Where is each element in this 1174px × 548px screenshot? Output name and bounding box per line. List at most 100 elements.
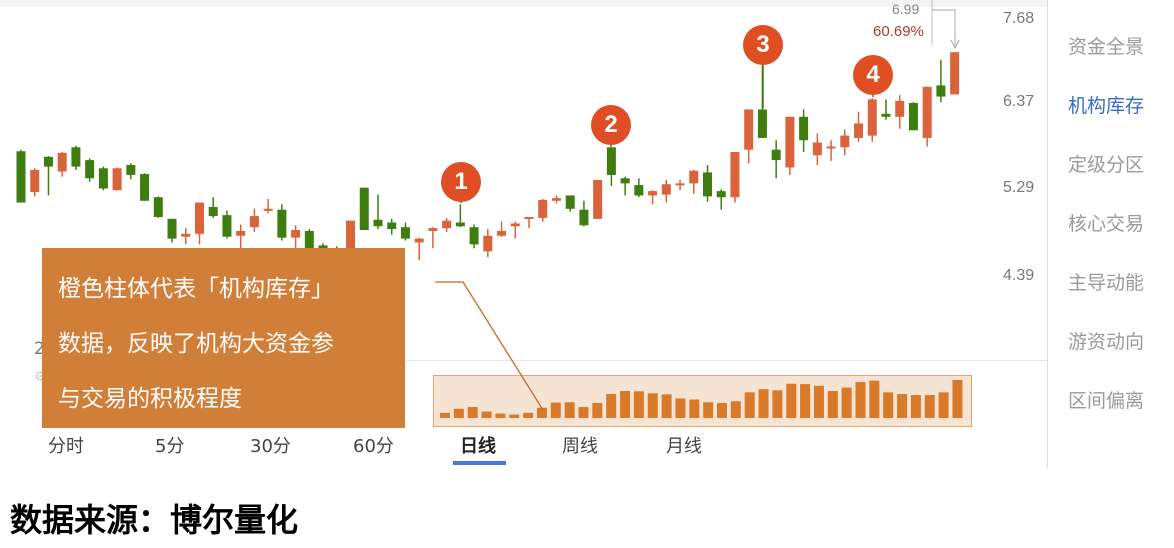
inventory-bar xyxy=(509,414,520,418)
inventory-bar xyxy=(772,390,783,418)
candle xyxy=(359,187,369,231)
candle xyxy=(181,228,191,245)
callout-line: 橙色柱体代表「机构库存」 xyxy=(58,276,334,302)
candle xyxy=(551,195,561,204)
candle-body xyxy=(812,142,822,156)
candle-body xyxy=(428,228,438,231)
candle xyxy=(126,163,136,180)
candle-body xyxy=(606,147,616,175)
tab-monthly[interactable]: 月线 xyxy=(666,436,702,457)
candle-body xyxy=(483,235,493,252)
candle-body xyxy=(208,207,218,217)
candle-body xyxy=(648,191,658,196)
inventory-bar xyxy=(841,387,852,418)
candle-body xyxy=(867,99,877,136)
candle-body xyxy=(126,164,136,175)
tab-60min[interactable]: 60分 xyxy=(353,436,394,457)
inventory-bar xyxy=(661,394,672,418)
candle-body xyxy=(30,169,40,192)
tab-intraday[interactable]: 分时 xyxy=(48,436,84,457)
candle xyxy=(606,147,616,186)
candle xyxy=(922,86,932,147)
candle xyxy=(167,218,177,243)
candle-body xyxy=(400,227,410,239)
candle-body xyxy=(277,209,287,238)
candle-body xyxy=(936,85,946,97)
sidebar-item-rating-zone[interactable]: 定级分区 xyxy=(1068,154,1145,176)
candle xyxy=(291,225,301,249)
candle-body xyxy=(442,220,452,229)
inventory-bar xyxy=(883,392,894,418)
candle xyxy=(85,158,95,182)
callout-line: 与交易的积极程度 xyxy=(58,386,242,412)
candle xyxy=(277,204,287,241)
inventory-bar xyxy=(703,402,714,418)
candle-body xyxy=(771,149,781,161)
candle xyxy=(71,145,81,170)
inventory-bar xyxy=(938,392,949,418)
callout-pointer-line xyxy=(435,281,544,411)
candle xyxy=(799,109,809,153)
tab-daily[interactable]: 日线 xyxy=(460,436,496,457)
candle-body xyxy=(140,174,150,201)
candle-body xyxy=(304,230,314,251)
y-tick-label: 5.29 xyxy=(1003,179,1035,196)
candle xyxy=(510,221,520,239)
candle xyxy=(593,179,603,219)
inventory-bar xyxy=(647,393,658,418)
candle-body xyxy=(634,185,644,196)
candle xyxy=(455,204,465,228)
sidebar-item-core-trading[interactable]: 核心交易 xyxy=(1068,213,1145,235)
sidebar-item-institution-inventory[interactable]: 机构库存 xyxy=(1068,95,1145,117)
inventory-bar xyxy=(813,385,824,418)
tab-30min[interactable]: 30分 xyxy=(250,436,291,457)
candle xyxy=(387,218,397,235)
candle xyxy=(524,216,534,229)
candle-body xyxy=(98,168,108,189)
tab-weekly[interactable]: 周线 xyxy=(562,436,598,457)
candle xyxy=(579,200,589,227)
sidebar-item-leading-momentum[interactable]: 主导动能 xyxy=(1068,272,1145,294)
candle xyxy=(620,176,630,196)
candle xyxy=(414,237,424,261)
candle-body xyxy=(716,191,726,198)
inventory-bar xyxy=(869,380,880,418)
candle-body xyxy=(153,197,163,217)
candle xyxy=(771,140,781,179)
sidebar-item-range-deviation[interactable]: 区间偏离 xyxy=(1068,390,1145,412)
candle-body xyxy=(57,152,67,172)
candle-body xyxy=(181,233,191,237)
inventory-bar xyxy=(481,411,492,418)
tab-5min[interactable]: 5分 xyxy=(155,436,185,457)
candle xyxy=(373,194,383,230)
candle xyxy=(98,166,108,191)
inventory-bar xyxy=(897,394,908,418)
candle xyxy=(153,196,163,218)
inventory-bar xyxy=(592,402,603,418)
candle-body xyxy=(881,113,891,117)
candle xyxy=(716,189,726,210)
candle-body xyxy=(551,198,561,201)
inventory-bar xyxy=(952,380,963,418)
candle-body xyxy=(689,170,699,184)
candle xyxy=(744,109,754,164)
candle xyxy=(675,179,685,191)
candle-body xyxy=(799,116,809,141)
candle xyxy=(538,198,548,222)
candle xyxy=(689,169,699,194)
sidebar-item-fund-overview[interactable]: 资金全景 xyxy=(1068,36,1145,58)
candle xyxy=(661,179,671,203)
candle xyxy=(730,152,740,203)
marker-2: 2 xyxy=(591,105,631,145)
candle-body xyxy=(703,172,712,197)
candle-body xyxy=(579,209,589,226)
candle xyxy=(57,152,67,177)
candle xyxy=(469,224,479,249)
top-band xyxy=(0,0,1048,7)
candlestick-chart xyxy=(16,0,960,261)
candle-body xyxy=(469,227,479,245)
candle-body xyxy=(757,109,767,138)
sidebar-item-hot-money[interactable]: 游资动向 xyxy=(1068,331,1145,353)
inventory-bar xyxy=(924,395,935,418)
candle-body xyxy=(194,202,204,234)
